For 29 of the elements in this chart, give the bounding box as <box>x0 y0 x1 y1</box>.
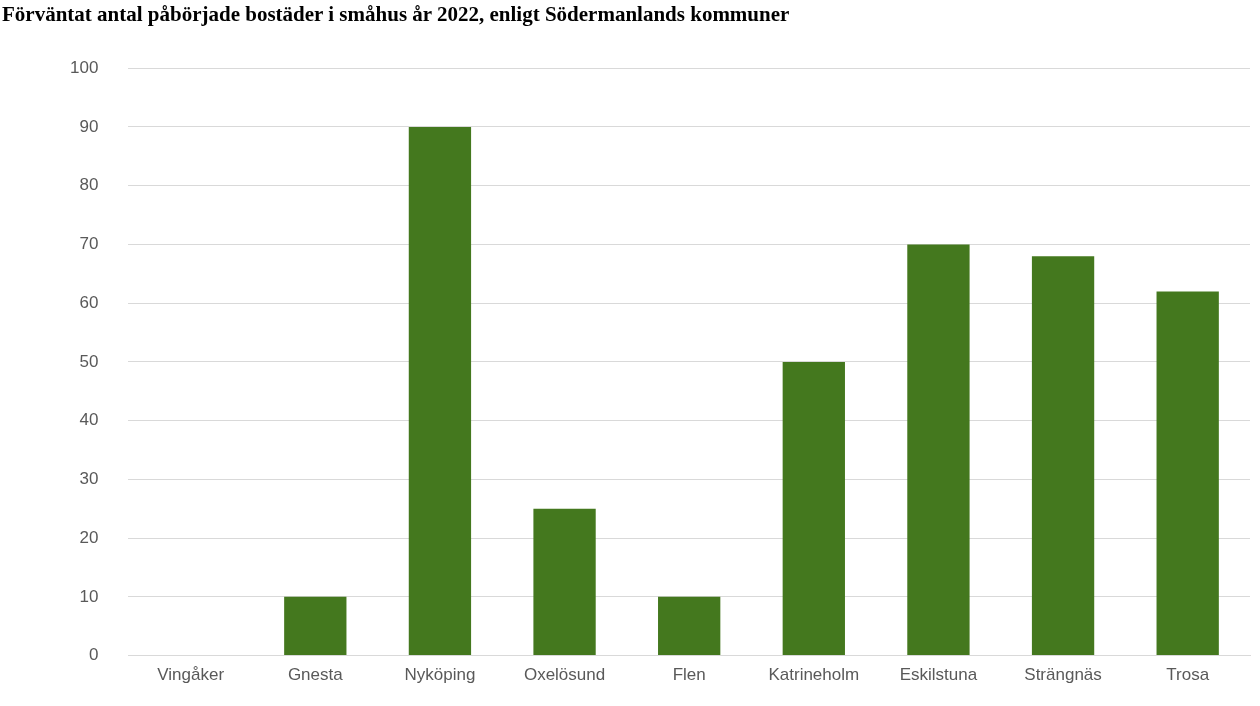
bar <box>284 596 347 656</box>
chart-title: Förväntat antal påbörjade bostäder i småhus år 2022, enligt Södermanlands kommuner <box>1 1 791 28</box>
x-tick-label: Vingåker <box>157 665 225 685</box>
y-tick-label: 50 <box>79 351 99 371</box>
y-tick-label: 10 <box>79 586 99 606</box>
x-tick-label: Eskilstuna <box>899 665 978 685</box>
y-tick-label: 100 <box>69 57 99 77</box>
y-tick-label: 30 <box>79 469 99 489</box>
y-tick-label: 70 <box>79 234 99 254</box>
y-tick-label: 20 <box>79 527 99 547</box>
bar <box>533 508 596 656</box>
x-tick-label: Gnesta <box>287 665 344 685</box>
x-tick-label: Oxelösund <box>523 665 606 685</box>
y-tick-label: 60 <box>79 292 99 312</box>
bar <box>1031 256 1095 656</box>
bar <box>658 596 721 656</box>
x-tick-label: Katrineholm <box>768 665 860 685</box>
bar <box>1156 291 1219 656</box>
y-tick-label: 80 <box>79 175 99 195</box>
y-tick-label: 90 <box>79 116 99 136</box>
x-tick-label: Flen <box>672 665 706 685</box>
x-tick-label: Trosa <box>1166 665 1210 685</box>
y-tick-label: 0 <box>88 645 99 665</box>
bar <box>907 244 970 656</box>
x-tick-label: Nyköping <box>404 665 476 685</box>
bar <box>782 361 845 656</box>
x-tick-label: Strängnäs <box>1024 665 1102 685</box>
y-tick-label: 40 <box>79 410 99 430</box>
bar <box>408 126 472 656</box>
